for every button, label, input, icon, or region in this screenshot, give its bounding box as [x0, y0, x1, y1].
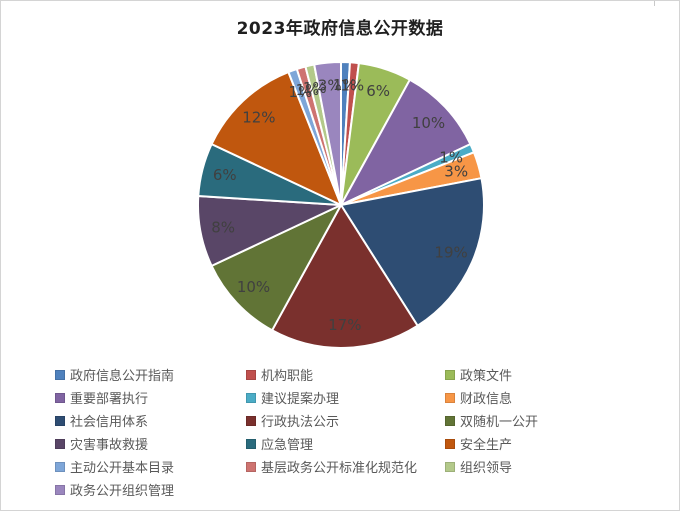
pie-data-label-14: 1% — [303, 79, 327, 97]
legend-marker-icon — [445, 369, 455, 380]
legend-item-10[interactable]: 应急管理 — [246, 434, 445, 453]
legend-marker-icon — [246, 461, 256, 472]
legend-item-label: 安全生产 — [460, 438, 513, 453]
legend-item-1[interactable]: 机构职能 — [246, 365, 445, 384]
legend-item-8[interactable]: 双随机一公开 — [445, 411, 671, 430]
pie-data-label-10: 6% — [213, 166, 237, 184]
pie-data-label-2: 6% — [366, 82, 390, 100]
legend-marker-icon — [55, 392, 65, 403]
pie-slice-8[interactable] — [210, 204, 342, 332]
legend-marker-icon — [445, 438, 455, 449]
legend-item-label: 政策文件 — [460, 369, 513, 384]
legend-marker-icon — [55, 438, 65, 449]
pie-data-label-0: 1% — [333, 76, 357, 94]
pie-data-label-15: 3% — [318, 77, 342, 95]
legend-item-11[interactable]: 安全生产 — [445, 434, 671, 453]
legend-item-label: 重要部署执行 — [70, 392, 149, 407]
pie-chart: 1%1% 6%10%1%3%19%17%10%8%6%12%1%1%1%3% — [196, 60, 485, 349]
legend-marker-icon — [55, 415, 65, 426]
pie-data-label-1: 1% — [340, 77, 364, 95]
legend-item-3[interactable]: 重要部署执行 — [55, 388, 246, 407]
pie-data-label-8: 10% — [237, 278, 270, 296]
legend-item-label: 行政执法公示 — [261, 415, 340, 430]
legend-item-label: 政府信息公开指南 — [70, 369, 175, 384]
legend-item-15[interactable]: 政务公开组织管理 — [55, 480, 246, 499]
legend-item-label: 机构职能 — [261, 369, 314, 384]
legend-item-4[interactable]: 建议提案办理 — [246, 388, 445, 407]
pie-data-label-12: 1% — [289, 83, 313, 101]
pie-data-label-11: 12% — [242, 109, 275, 127]
pie-data-label-4: 1% — [439, 148, 463, 166]
pie-slice-7[interactable] — [271, 204, 419, 349]
legend-marker-icon — [55, 484, 65, 495]
legend-item-6[interactable]: 社会信用体系 — [55, 411, 246, 430]
pie-data-label-6: 19% — [434, 244, 467, 262]
legend-marker-icon — [445, 461, 455, 472]
legend-item-label: 双随机一公开 — [460, 415, 539, 430]
legend-item-label: 灾害事故救援 — [70, 438, 149, 453]
legend-marker-icon — [445, 392, 455, 403]
legend: 政府信息公开指南 机构职能 政策文件重要部署执行 建议提案办理 财政信息社会信用体系 行政… — [55, 363, 671, 501]
legend-item-5[interactable]: 财政信息 — [445, 388, 671, 407]
legend-marker-icon — [445, 415, 455, 426]
legend-item-12[interactable]: 主动公开基本目录 — [55, 457, 246, 476]
legend-marker-icon — [55, 461, 65, 472]
legend-item-label: 组织领导 — [460, 461, 513, 476]
pie-slice-6[interactable] — [340, 177, 485, 327]
pie-slice-3[interactable] — [340, 78, 472, 206]
legend-item-label: 应急管理 — [261, 438, 314, 453]
pie-data-label-7: 17% — [328, 316, 361, 334]
legend-marker-icon — [246, 392, 256, 403]
pie-data-label-9: 8% — [211, 219, 235, 237]
legend-item-label: 主动公开基本目录 — [70, 461, 175, 476]
legend-item-label: 财政信息 — [460, 392, 513, 407]
legend-item-label: 建议提案办理 — [261, 392, 340, 407]
legend-marker-icon — [246, 369, 256, 380]
chart-title[interactable]: 2023年政府信息公开数据 — [236, 19, 444, 39]
legend-item-label: 基层政务公开标准化规范化 — [261, 461, 418, 476]
pie-data-label-13: 1% — [296, 81, 320, 99]
pie-slice-15[interactable] — [313, 60, 342, 206]
pie-data-label-5: 3% — [444, 163, 468, 181]
pie-data-label-3: 10% — [412, 114, 445, 132]
cell-gridline-artifact — [654, 1, 655, 6]
legend-item-7[interactable]: 行政执法公示 — [246, 411, 445, 430]
legend-item-13[interactable]: 基层政务公开标准化规范化 — [246, 457, 445, 476]
legend-marker-icon — [246, 415, 256, 426]
legend-item-9[interactable]: 灾害事故救援 — [55, 434, 246, 453]
legend-marker-icon — [55, 369, 65, 380]
legend-item-14[interactable]: 组织领导 — [445, 457, 671, 476]
pie-slice-11[interactable] — [210, 71, 342, 206]
legend-marker-icon — [246, 438, 256, 449]
legend-item-2[interactable]: 政策文件 — [445, 365, 671, 384]
legend-item-label: 社会信用体系 — [70, 415, 149, 430]
legend-item-label: 政务公开组织管理 — [70, 484, 175, 499]
legend-item-0[interactable]: 政府信息公开指南 — [55, 365, 246, 384]
